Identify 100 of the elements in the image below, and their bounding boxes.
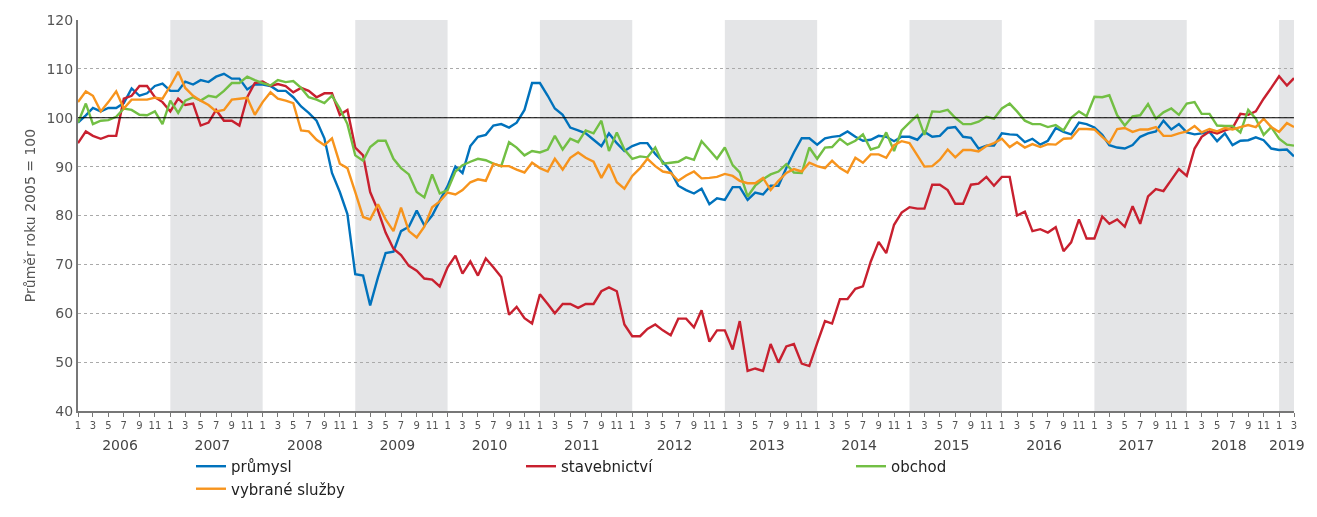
x2-tick-label: 2007 — [194, 437, 231, 453]
x-tick-label: 11 — [610, 420, 624, 431]
x-tick-label: 5 — [936, 420, 944, 431]
x-tick-label: 5 — [474, 420, 482, 431]
legend-label: stavebnictví — [561, 458, 654, 477]
x2-tick-label: 2013 — [749, 437, 785, 453]
x-tick-label: 11 — [333, 420, 347, 431]
x-tick-label: 3 — [1290, 420, 1298, 431]
x-tick-label: 1 — [74, 420, 82, 431]
legend-label: obchod — [891, 458, 947, 477]
x-tick-label: 3 — [921, 420, 928, 431]
x-tick-label: 1 — [352, 420, 359, 431]
x-tick-label: 5 — [567, 420, 574, 431]
y-tick-label: 100 — [46, 109, 74, 126]
x-tick-label: 7 — [1229, 420, 1236, 431]
x2-tick-label: 2011 — [564, 437, 600, 453]
y-tick-label: 120 — [46, 11, 74, 28]
x-tick-label: 5 — [659, 420, 667, 431]
line-series — [78, 75, 1294, 373]
x2-tick-label: 2006 — [102, 437, 138, 453]
y-tick-label: 70 — [55, 256, 74, 273]
x-tick-label: 7 — [1137, 420, 1144, 431]
x-tick-label: 9 — [875, 420, 882, 431]
y-tick-label: 110 — [46, 60, 74, 77]
x-tick-label: 11 — [1257, 420, 1271, 431]
x-tick-label: 9 — [228, 420, 235, 431]
x-tick-label: 7 — [397, 420, 405, 431]
x-tick-label: 9 — [783, 420, 790, 431]
x-tick-label: 9 — [1245, 420, 1252, 431]
x-tick-label: 9 — [967, 420, 975, 431]
x-tick-label: 3 — [551, 420, 559, 431]
x-tick-label: 3 — [366, 420, 374, 431]
x-tick-label: 9 — [413, 420, 420, 431]
x2-tick-label: 2017 — [1118, 437, 1155, 453]
x-tick-label: 5 — [290, 420, 297, 431]
y-axis-title: Průměr roku 2005 = 100 — [21, 128, 38, 303]
x-tick-label: 9 — [690, 420, 698, 431]
x-tick-label: 3 — [1106, 420, 1113, 431]
x-tick-label: 7 — [859, 420, 867, 431]
x-tick-label: 11 — [1164, 420, 1178, 431]
x2-tick-label: 2008 — [287, 437, 323, 453]
x-tick-label: 3 — [89, 420, 97, 431]
x-tick-label: 9 — [136, 420, 143, 431]
x-tick-label: 3 — [1013, 420, 1021, 431]
x-tick-label: 1 — [1091, 420, 1098, 431]
x-tick-label: 11 — [518, 420, 531, 431]
x-tick-label: 3 — [736, 420, 743, 431]
x-tick-label: 7 — [675, 420, 682, 431]
x-tick-label: 5 — [382, 420, 389, 431]
x-tick-label: 9 — [505, 420, 513, 431]
x-tick-label: 11 — [980, 420, 993, 431]
y-tick-label: 80 — [55, 207, 74, 224]
x-tick-label: 1 — [813, 420, 821, 431]
x-tick-label: 5 — [752, 420, 759, 431]
x-tick-label: 11 — [425, 420, 439, 431]
x-tick-label: 5 — [1121, 420, 1128, 431]
x-tick-label: 5 — [1213, 420, 1221, 431]
x-tick-label: 11 — [795, 420, 809, 431]
x-tick-label: 3 — [459, 420, 466, 431]
x-tick-label: 1 — [536, 420, 544, 431]
x-tick-label: 9 — [321, 420, 328, 431]
x2-tick-label: 2018 — [1210, 437, 1247, 453]
x-tick-label: 1 — [259, 420, 266, 431]
x-tick-label: 1 — [998, 420, 1006, 431]
y-tick-label: 90 — [55, 158, 74, 175]
legend-label: průmysl — [231, 458, 292, 477]
y-tick-label: 60 — [55, 305, 74, 322]
x-tick-label: 1 — [1183, 420, 1190, 431]
x-tick-label: 9 — [1060, 420, 1067, 431]
x-tick-label: 9 — [598, 420, 605, 431]
x2-tick-label: 2010 — [471, 437, 508, 453]
x-tick-label: 7 — [582, 420, 589, 431]
x-tick-label: 7 — [490, 420, 497, 431]
x-tick-label: 7 — [767, 420, 774, 431]
x-tick-label: 1 — [629, 420, 636, 431]
x2-tick-label: 2014 — [841, 437, 878, 453]
x-tick-label: 11 — [887, 420, 901, 431]
x-tick-label: 3 — [828, 420, 836, 431]
x-tick-label: 1 — [167, 420, 174, 431]
x-tick-label: 5 — [105, 420, 112, 431]
x-tick-label: 1 — [906, 420, 913, 431]
x-tick-label: 3 — [274, 420, 282, 431]
x-tick-label: 7 — [305, 420, 312, 431]
x2-tick-label: 2019 — [1269, 437, 1305, 453]
x-tick-label: 1 — [1275, 420, 1283, 431]
x-tick-label: 5 — [197, 420, 204, 431]
x2-tick-label: 2015 — [933, 437, 970, 453]
line-series — [78, 70, 1294, 239]
x2-tick-label: 2016 — [1026, 437, 1062, 453]
x2-tick-label: 2009 — [379, 437, 416, 453]
x-tick-label: 7 — [1044, 420, 1052, 431]
x-tick-label: 5 — [1029, 420, 1036, 431]
x-tick-label: 3 — [182, 420, 189, 431]
x-tick-label: 5 — [844, 420, 851, 431]
x-tick-label: 11 — [240, 420, 254, 431]
legend-label: vybrané služby — [231, 480, 346, 499]
line-series — [78, 72, 1294, 307]
x-tick-label: 7 — [952, 420, 959, 431]
x-tick-label: 7 — [120, 420, 127, 431]
x-tick-label: 9 — [1152, 420, 1160, 431]
